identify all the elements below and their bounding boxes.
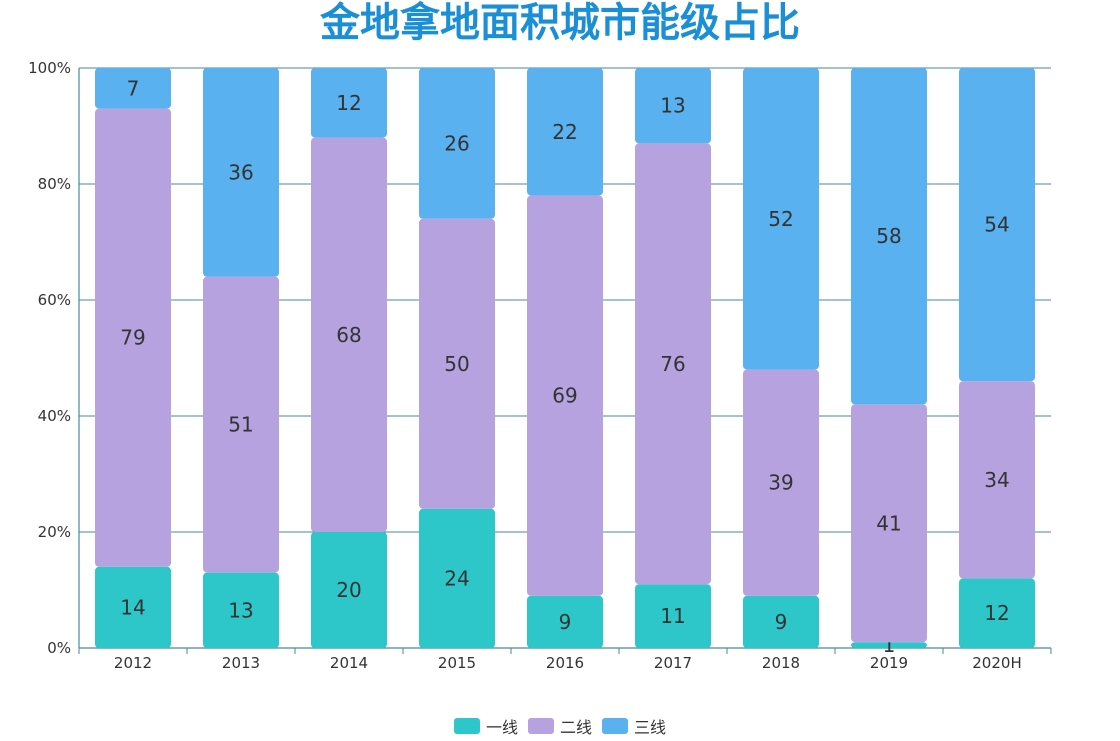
bar-三线-2012 <box>95 68 171 109</box>
data-label: 34 <box>984 468 1009 492</box>
data-label: 11 <box>660 604 685 628</box>
bar-二线-2016 <box>527 195 603 596</box>
data-label: 12 <box>984 601 1009 625</box>
x-tick-label: 2014 <box>330 654 368 672</box>
bar-二线-2019 <box>851 404 927 643</box>
data-label: 41 <box>876 511 901 535</box>
data-label: 51 <box>228 413 253 437</box>
bar-一线-2012 <box>95 566 171 648</box>
chart-title: 金地拿地面积城市能级占比 <box>320 0 800 46</box>
data-label: 68 <box>336 323 361 347</box>
bar-一线-2014 <box>311 532 387 648</box>
legend-label: 一线 <box>485 718 518 737</box>
y-tick-label: 100% <box>28 59 71 77</box>
x-tick-label: 2012 <box>114 654 152 672</box>
bar-二线-2018 <box>743 369 819 596</box>
data-label: 22 <box>552 120 577 144</box>
bar-二线-2014 <box>311 137 387 532</box>
data-label: 13 <box>660 94 685 118</box>
bar-二线-2013 <box>203 276 279 573</box>
y-tick-label: 20% <box>38 523 71 541</box>
data-label: 20 <box>336 578 361 602</box>
data-label: 14 <box>120 595 145 619</box>
data-label: 9 <box>559 610 572 634</box>
bar-一线-2020H <box>959 578 1035 648</box>
x-tick-label: 2013 <box>222 654 260 672</box>
y-tick-label: 80% <box>38 175 71 193</box>
legend-swatch <box>453 718 480 734</box>
bar-一线-2017 <box>635 584 711 648</box>
data-label: 24 <box>444 566 469 590</box>
bar-三线-2019 <box>851 68 927 405</box>
bar-三线-2015 <box>419 68 495 219</box>
bar-三线-2013 <box>203 68 279 277</box>
y-tick-label: 40% <box>38 407 71 425</box>
bar-三线-2018 <box>743 68 819 370</box>
data-label: 39 <box>768 471 793 495</box>
y-tick-label: 0% <box>47 639 71 657</box>
legend-item[interactable]: 一线 <box>453 714 518 738</box>
legend: 一线 二线 三线 <box>0 714 1120 738</box>
bar-一线-2018 <box>743 595 819 648</box>
bar-二线-2020H <box>959 381 1035 579</box>
bar-三线-2016 <box>527 68 603 196</box>
legend-swatch <box>602 718 628 734</box>
data-label: 79 <box>120 326 145 350</box>
data-label: 36 <box>228 160 253 184</box>
x-tick-label: 2015 <box>438 654 476 672</box>
legend-swatch <box>527 718 554 734</box>
data-label: 12 <box>336 91 361 115</box>
data-label: 26 <box>444 131 469 155</box>
bar-一线-2016 <box>527 595 603 648</box>
data-label: 76 <box>660 352 685 376</box>
bar-一线-2019 <box>851 642 927 648</box>
bar-三线-2017 <box>635 68 711 144</box>
bar-三线-2020H <box>959 68 1035 382</box>
legend-label: 二线 <box>559 718 592 737</box>
data-label: 9 <box>775 610 788 634</box>
x-tick-label: 2019 <box>870 654 908 672</box>
x-tick-label: 2018 <box>762 654 800 672</box>
legend-item[interactable]: 二线 <box>527 714 592 738</box>
x-tick-label: 2020H <box>972 654 1021 672</box>
data-label: 7 <box>127 76 140 100</box>
data-label: 58 <box>876 224 901 248</box>
legend-label: 三线 <box>634 718 667 737</box>
x-tick-label: 2017 <box>654 654 692 672</box>
bar-一线-2015 <box>419 508 495 648</box>
data-label: 52 <box>768 207 793 231</box>
legend-item[interactable]: 三线 <box>602 714 666 738</box>
x-tick-label: 2016 <box>546 654 584 672</box>
data-label: 13 <box>228 598 253 622</box>
data-label: 54 <box>984 213 1009 237</box>
data-label: 69 <box>552 384 577 408</box>
y-tick-label: 60% <box>38 291 71 309</box>
data-label: 50 <box>444 352 469 376</box>
bar-二线-2015 <box>419 218 495 509</box>
bar-三线-2014 <box>311 68 387 138</box>
bar-二线-2017 <box>635 143 711 585</box>
bar-二线-2012 <box>95 108 171 567</box>
bar-一线-2013 <box>203 572 279 648</box>
